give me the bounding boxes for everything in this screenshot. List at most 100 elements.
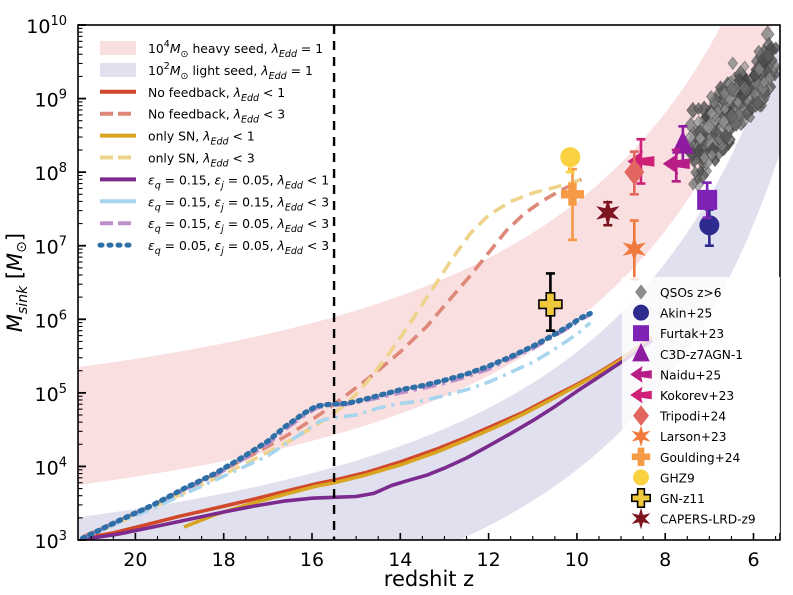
legend-marker-star	[631, 507, 651, 530]
legend-observation-label: Naidu+25	[660, 368, 721, 382]
legend-marker-plus-filled	[631, 447, 651, 466]
qso-point	[751, 95, 764, 111]
legend-marker-left-arrow	[630, 386, 652, 404]
qso-point	[761, 47, 775, 65]
y-tick-label: 107	[35, 235, 67, 259]
marker-left-arrow	[662, 153, 690, 175]
qso-point	[699, 150, 710, 165]
legend-observation-label: Furtak+23	[660, 327, 724, 341]
obs-point-capers-lrd-z9	[596, 199, 620, 227]
legend-observation-label: CAPERS-LRD-z9	[660, 513, 756, 527]
y-tick-label: 108	[35, 161, 67, 185]
y-tick-label: 103	[35, 529, 67, 553]
marker-star	[596, 199, 620, 227]
y-axis-label: Msink [M⊙]	[3, 233, 31, 332]
y-tick-label: 105	[35, 382, 67, 406]
legend-observation-label: Kokorev+23	[660, 389, 734, 403]
legend-label: εq = 0.15, εj = 0.05, λEdd < 3	[148, 216, 329, 235]
marker-square	[697, 189, 718, 210]
observation-markers	[538, 25, 780, 332]
qso-point	[725, 107, 739, 125]
marker-plus-filled	[538, 291, 563, 317]
qso-point	[753, 61, 766, 77]
obs-point-tripodi-24	[624, 150, 645, 196]
legend-label: No feedback, λEdd < 3	[148, 107, 285, 126]
obs-point-naidu-25	[662, 148, 690, 183]
obs-point-furtak-23	[697, 181, 718, 220]
legend-label: only SN, λEdd < 3	[148, 151, 255, 170]
band-heavy-seed	[78, 25, 773, 485]
y-tick-label: 104	[35, 455, 67, 479]
legend-observation-label: GHZ9	[660, 471, 695, 485]
obs-point-ghz9	[560, 147, 581, 174]
legend-swatch-patch	[100, 41, 136, 55]
legend-label: εq = 0.15, εj = 0.05, λEdd < 1	[148, 172, 329, 191]
x-tick-label: 8	[659, 549, 671, 571]
qso-point	[725, 81, 739, 98]
legend-label: only SN, λEdd < 1	[148, 129, 255, 148]
legend-observation-label: Tripodi+24	[659, 410, 726, 424]
marker-star	[622, 235, 646, 263]
qso-point	[727, 56, 739, 70]
legend-marker-circle	[633, 469, 649, 486]
legend-observations: QSOs z>6 Akin+25 Furtak+23 C3D-z7AGN-1 Naidu…	[622, 277, 780, 533]
model-curve-4	[82, 338, 654, 540]
x-tick-label: 20	[123, 549, 147, 571]
x-axis-label: redshit z	[384, 567, 474, 591]
marker-plus-filled	[560, 182, 584, 206]
legend-observation-label: C3D-z7AGN-1	[660, 348, 743, 362]
qso-point	[732, 95, 743, 109]
legend-observation-label: Larson+23	[660, 430, 727, 444]
qso-point	[702, 118, 716, 136]
legend-marker-plus-filled	[631, 488, 651, 508]
seed-growth-bands	[78, 25, 780, 540]
qso-point	[753, 44, 765, 59]
qso-point	[741, 95, 754, 110]
qso-point	[759, 75, 770, 89]
x-tick-label: 18	[212, 549, 236, 571]
qso-point	[696, 164, 706, 177]
x-tick-label: 16	[300, 549, 324, 571]
legend-marker-left-arrow	[630, 366, 652, 383]
legend-marker-star	[631, 425, 651, 447]
qso-point	[718, 128, 733, 146]
qso-point	[770, 41, 780, 55]
legend-observations-background	[622, 277, 780, 533]
legend-observation-label: GN-z11	[660, 492, 705, 506]
qso-point	[706, 148, 717, 162]
legend-label: 102M⊙ light seed, λEdd = 1	[148, 61, 313, 82]
y-tick-label: 106	[35, 308, 67, 332]
qso-point	[734, 72, 746, 88]
band-light-seed	[78, 34, 780, 540]
obs-point-gn-z11	[538, 272, 563, 332]
qso-point	[706, 106, 717, 121]
legend-observation-label: QSOs z>6	[660, 286, 722, 300]
legend-marker-triangle-up	[632, 343, 650, 362]
y-tick-label: 1010	[26, 14, 67, 38]
qso-point	[706, 90, 717, 104]
x-tick-label: 14	[388, 549, 412, 571]
qso-point	[693, 101, 704, 116]
legend-marker-circle	[633, 304, 649, 321]
legend-marker-diamond	[633, 405, 649, 426]
model-curve-2	[183, 338, 654, 529]
marker-triangle-up	[671, 130, 694, 154]
marker-circle	[699, 215, 720, 236]
marker-left-arrow	[627, 150, 655, 172]
legend-label: 104M⊙ heavy seed, λEdd = 1	[148, 39, 323, 60]
x-tick-label: 10	[565, 549, 589, 571]
qso-point	[694, 131, 706, 146]
model-curve-3	[81, 177, 582, 540]
marker-circle	[560, 147, 581, 168]
qso-point	[763, 71, 776, 86]
model-curve-7	[79, 310, 593, 540]
qso-scatter-cloud	[684, 25, 780, 193]
legend-label: εq = 0.15, εj = 0.15, λEdd < 3	[148, 194, 329, 213]
legend-marker-square	[633, 325, 649, 342]
x-tick-label: 6	[747, 549, 759, 571]
qso-point	[688, 177, 699, 191]
marker-diamond	[624, 159, 645, 185]
